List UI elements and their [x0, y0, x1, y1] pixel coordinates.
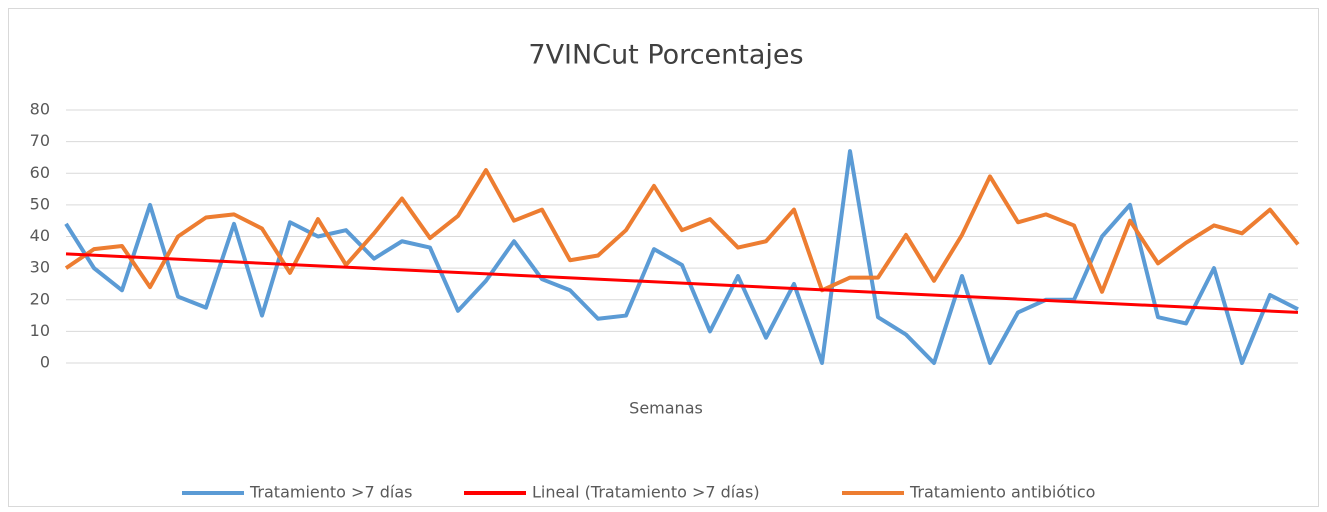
series-line	[64, 168, 1300, 294]
y-tick-label: 0	[40, 353, 50, 372]
trend-line	[65, 252, 1299, 314]
y-tick-label: 40	[30, 226, 50, 245]
y-tick-label: 30	[30, 258, 50, 277]
y-tick-label: 70	[30, 131, 50, 150]
legend-label: Lineal (Tratamiento >7 días)	[532, 483, 760, 502]
y-tick-label: 20	[30, 289, 50, 308]
chart-border	[8, 8, 1319, 507]
legend-label: Tratamiento >7 días	[249, 483, 412, 502]
legend-label: Tratamiento antibiótico	[909, 483, 1095, 502]
y-tick-label: 80	[30, 100, 50, 119]
y-tick-label: 60	[30, 163, 50, 182]
x-axis-label: Semanas	[629, 399, 703, 418]
series-line	[64, 149, 1299, 365]
chart-title: 7VINCut Porcentajes	[528, 40, 803, 71]
y-tick-label: 50	[30, 194, 50, 213]
y-tick-label: 10	[30, 321, 50, 340]
